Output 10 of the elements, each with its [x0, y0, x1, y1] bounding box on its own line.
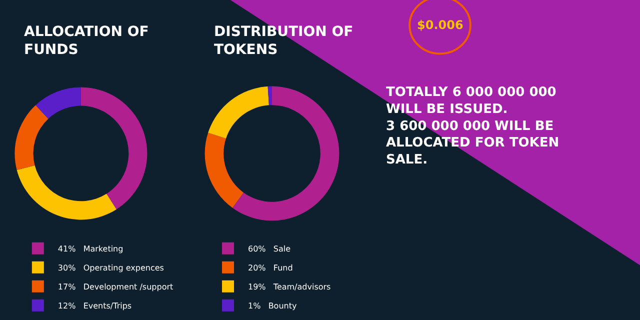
legend-label: 17% Development /support	[58, 282, 174, 292]
legend-label: 60% Sale	[248, 244, 291, 254]
legend-label: 41% Marketing	[58, 244, 124, 254]
legend-label: 30% Operating expences	[58, 264, 164, 273]
legend-label: 19% Team/advisors	[248, 282, 331, 292]
chart-title: ALLOCATION OF FUNDS	[24, 24, 149, 58]
text: $0.006	[417, 18, 464, 32]
legend-label: 12% Events/Trips	[58, 302, 132, 311]
legend-label: 20% Fund	[248, 264, 293, 273]
legend-label: 1% Bounty	[248, 302, 297, 311]
